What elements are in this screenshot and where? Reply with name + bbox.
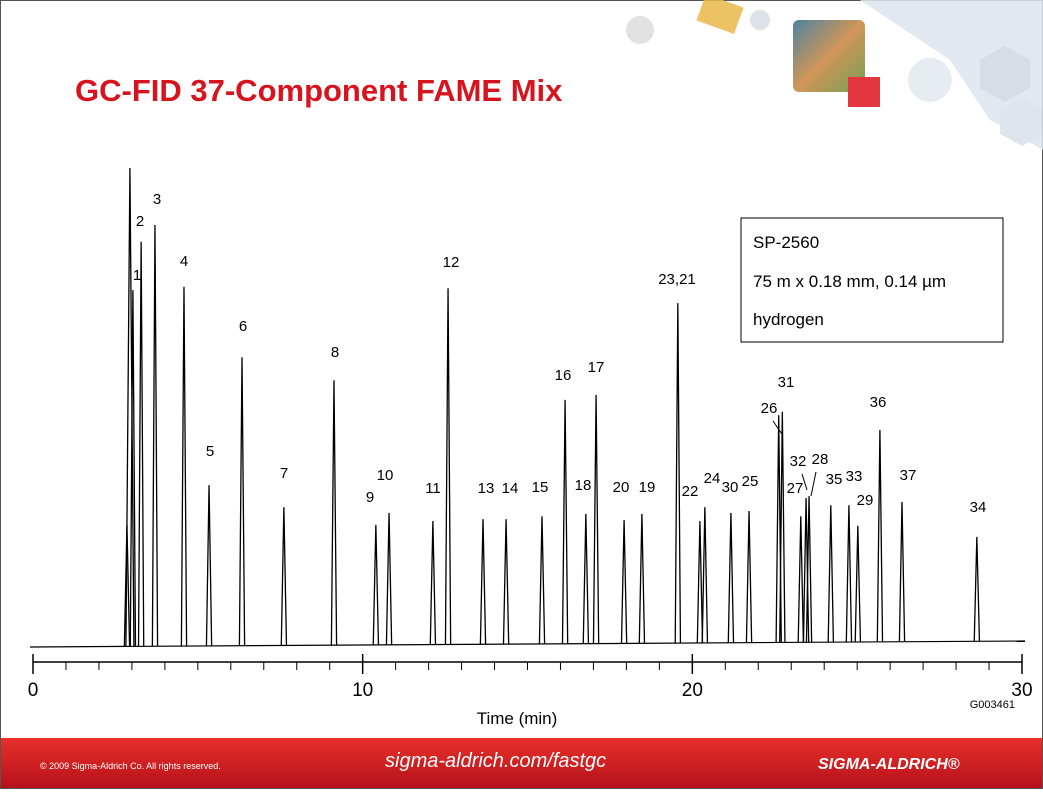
peak — [674, 303, 682, 644]
peak-label: 3 — [153, 191, 161, 208]
peak-label: 19 — [639, 479, 656, 496]
peak-label: 32 — [790, 453, 807, 470]
peak-label: 13 — [478, 480, 495, 497]
peak-label: 36 — [870, 394, 887, 411]
peak-label: 18 — [575, 477, 592, 494]
peak-label: 16 — [555, 367, 572, 384]
peak — [973, 536, 981, 642]
peak-label: 17 — [588, 359, 605, 376]
peak-label: 25 — [742, 473, 759, 490]
peak — [538, 516, 546, 644]
peak-label: 27 — [787, 480, 804, 497]
peak-label: 2 — [136, 213, 144, 230]
copyright: © 2009 Sigma-Aldrich Co. All rights rese… — [40, 761, 221, 771]
footer-url: sigma-aldrich.com/fastgc — [385, 750, 606, 772]
peak-label: 24 — [704, 470, 721, 487]
info-line: hydrogen — [753, 310, 824, 329]
peak-label: 14 — [502, 480, 519, 497]
peak — [696, 521, 704, 643]
peak — [582, 513, 590, 644]
brand: SIGMA-ALDRICH® — [818, 756, 960, 773]
peak-label: 22 — [682, 483, 699, 500]
peak-label: 33 — [846, 468, 863, 485]
peak — [180, 286, 188, 647]
peak-label: 12 — [443, 254, 460, 271]
peak — [429, 521, 437, 645]
peak-label: 4 — [180, 253, 188, 270]
peak-label: 29 — [857, 492, 874, 509]
peak — [854, 525, 862, 643]
peak — [592, 395, 600, 644]
info-line: 75 m x 0.18 mm, 0.14 µm — [753, 272, 946, 291]
peak — [638, 513, 646, 644]
peak — [129, 290, 137, 647]
peak — [805, 496, 813, 643]
peak-label: 9 — [366, 489, 374, 506]
info-line: SP-2560 — [753, 233, 819, 252]
peak-label: 37 — [900, 467, 917, 484]
peak — [479, 519, 487, 645]
peak-label: 11 — [425, 480, 441, 497]
peak — [779, 411, 786, 643]
header-decoration — [626, 0, 1043, 150]
peak — [701, 507, 709, 643]
peak — [330, 380, 338, 646]
peak-label: 5 — [206, 443, 214, 460]
peak-label: 20 — [613, 479, 630, 496]
x-tick-label: 10 — [352, 680, 373, 701]
peak — [502, 519, 510, 645]
x-axis-title: Time (min) — [477, 709, 558, 728]
x-tick-label: 0 — [28, 680, 39, 701]
leader-line — [772, 420, 783, 435]
peak — [372, 524, 380, 645]
peak-label: 28 — [812, 451, 829, 468]
peak — [125, 167, 135, 647]
peak-label: 10 — [377, 467, 394, 484]
x-tick-label: 20 — [682, 680, 703, 701]
peak — [827, 505, 835, 643]
leader-line — [801, 473, 808, 491]
peak — [797, 516, 805, 643]
figure-code: G003461 — [970, 699, 1015, 711]
peak-label: 15 — [532, 479, 549, 496]
peak — [876, 430, 884, 642]
peak — [561, 399, 569, 644]
peak — [137, 241, 145, 647]
leader-line — [810, 471, 817, 497]
peak-label: 1 — [133, 267, 141, 284]
peak-label: 7 — [280, 465, 288, 482]
peak — [845, 505, 853, 643]
peak — [205, 485, 213, 646]
baseline — [29, 640, 1026, 648]
x-tick-label: 30 — [1011, 680, 1032, 701]
peak — [444, 288, 452, 645]
peak — [385, 512, 393, 645]
peak-label: 31 — [778, 374, 795, 391]
peak-label: 34 — [970, 499, 987, 516]
peak — [238, 357, 246, 646]
peak — [898, 501, 906, 642]
peak — [280, 507, 288, 646]
peak — [151, 224, 159, 647]
peak-label: 8 — [331, 344, 339, 361]
info-box — [740, 217, 1004, 343]
peak-label: 6 — [239, 318, 247, 335]
peak — [620, 520, 628, 644]
peak-label: 23,21 — [658, 271, 696, 288]
peak — [745, 510, 753, 643]
peak-label: 30 — [722, 479, 739, 496]
footer-bar — [1, 738, 1042, 788]
peak — [727, 512, 735, 643]
slide-title: GC-FID 37-Component FAME Mix — [75, 73, 563, 108]
peak-label: 26 — [761, 400, 778, 417]
peak-label: 35 — [826, 471, 843, 488]
